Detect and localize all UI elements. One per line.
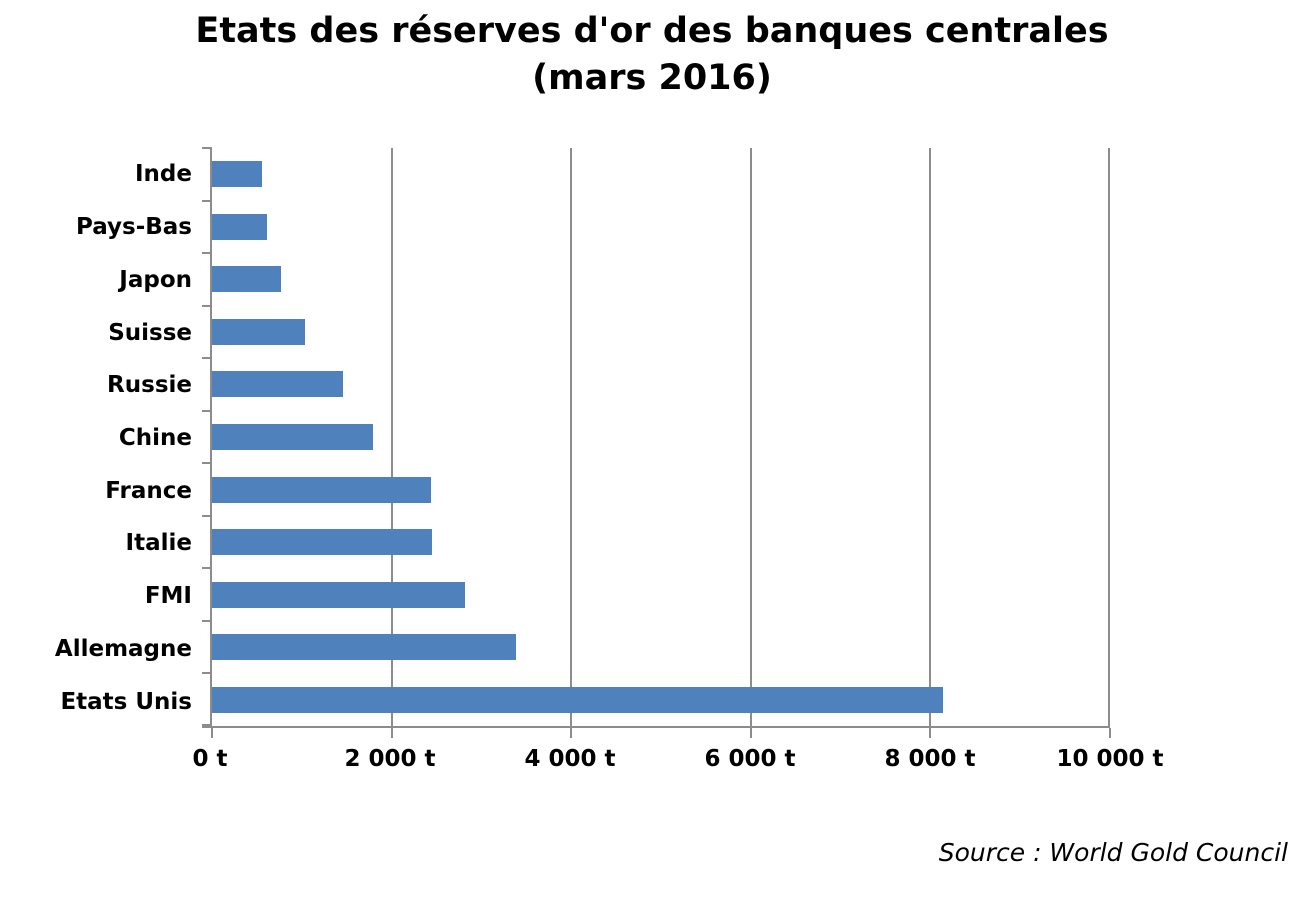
y-axis-tick	[202, 724, 212, 726]
y-axis-tick	[202, 567, 212, 570]
x-axis-tick	[390, 728, 393, 738]
bar-suisse	[212, 318, 306, 345]
gridline	[929, 148, 932, 726]
bar-row	[212, 621, 1110, 674]
category-label: Japon	[119, 266, 192, 293]
bar-row	[212, 148, 1110, 201]
value-axis-labels: 0 t 2 000 t 4 000 t 6 000 t 8 000 t 10 000 t	[192, 746, 1163, 776]
x-tick-label: 2 000 t	[344, 746, 436, 772]
chart-title-line1: Etats des réserves d'or des banques cent…	[195, 11, 1109, 51]
x-axis-tick	[1109, 728, 1111, 738]
bar-pays-bas	[212, 213, 268, 240]
x-tick-label: 10 000 t	[1056, 746, 1164, 772]
y-axis-tick	[202, 147, 212, 149]
x-tick-label: 0 t	[192, 746, 228, 772]
y-axis-tick	[202, 462, 212, 465]
gridline	[390, 148, 393, 726]
bar-row	[212, 253, 1110, 306]
x-tick-label: 4 000 t	[524, 746, 616, 772]
x-axis-tick	[211, 728, 213, 738]
category-label: Suisse	[108, 319, 192, 346]
bar-row	[212, 358, 1110, 411]
bar-japon	[212, 266, 281, 293]
bar-etats-unis	[212, 686, 943, 713]
y-axis-tick	[202, 304, 212, 307]
y-axis-tick	[202, 199, 212, 202]
category-label: Italie	[125, 530, 192, 557]
category-label: Allemagne	[54, 635, 192, 662]
bar-row	[212, 306, 1110, 359]
category-axis-labels: Inde Pays-Bas Japon Suisse Russie Chine France…	[0, 148, 192, 728]
x-axis-tick	[570, 728, 573, 738]
gridline	[570, 148, 573, 726]
chart-title: Etats des réserves d'or des banques cent…	[0, 8, 1304, 102]
bar-row	[212, 673, 1110, 726]
chart-title-line2: (mars 2016)	[532, 58, 772, 98]
y-axis-tick	[202, 409, 212, 412]
bar-inde	[212, 161, 263, 188]
x-axis-tick	[929, 728, 932, 738]
bar-row	[212, 568, 1110, 621]
bar-allemagne	[212, 634, 516, 661]
bar-row	[212, 201, 1110, 254]
bar-row	[212, 411, 1110, 464]
category-label: Pays-Bas	[75, 214, 192, 241]
x-tick-label: 8 000 t	[884, 746, 976, 772]
x-axis-left-extension	[202, 726, 212, 728]
x-axis-tick	[749, 728, 752, 738]
category-label: Russie	[107, 372, 192, 399]
y-axis-tick	[202, 252, 212, 255]
category-label: Etats Unis	[60, 688, 192, 715]
y-axis-tick	[202, 357, 212, 360]
bar-france	[212, 476, 431, 503]
x-tick-label: 6 000 t	[704, 746, 796, 772]
bar-russie	[212, 371, 344, 398]
y-axis-tick	[202, 672, 212, 675]
y-axis-tick	[202, 619, 212, 622]
category-label: Inde	[135, 161, 192, 188]
bar-fmi	[212, 581, 465, 608]
bar-chine	[212, 423, 373, 450]
plot-area	[202, 147, 1111, 738]
category-label: France	[105, 477, 192, 504]
y-axis-tick	[202, 514, 212, 517]
source-note: Source : World Gold Council	[938, 838, 1288, 867]
bar-italie	[212, 529, 432, 556]
category-label: FMI	[144, 583, 192, 610]
bar-row	[212, 516, 1110, 569]
category-label: Chine	[118, 424, 192, 451]
gridline	[749, 148, 752, 726]
bar-row	[212, 463, 1110, 516]
gridline	[1108, 148, 1110, 726]
